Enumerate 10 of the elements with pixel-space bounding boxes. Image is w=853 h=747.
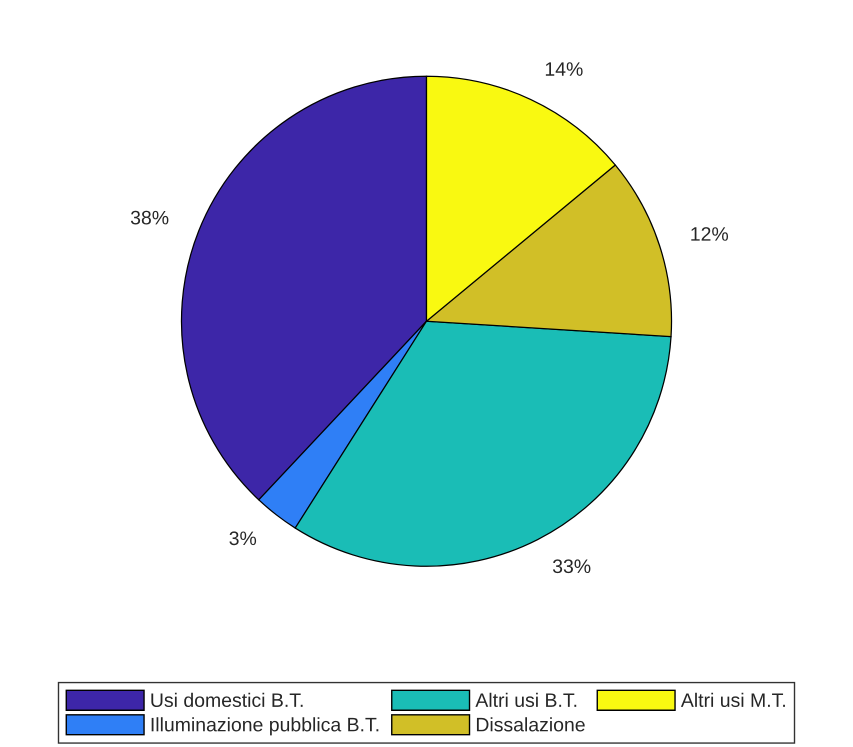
data-label: 3% bbox=[229, 531, 256, 546]
data-label: 38% bbox=[130, 210, 168, 225]
data-label: 14% bbox=[546, 62, 583, 76]
legend-label: Altri usi B.T. bbox=[475, 692, 576, 708]
legend-label: Dissalazione bbox=[476, 717, 585, 732]
data-label: 12% bbox=[691, 227, 728, 241]
legend-label: Usi domestici B.T. bbox=[151, 692, 303, 708]
legend-label: Altri usi M.T. bbox=[680, 692, 785, 708]
legend-label: Illuminazione pubblica B.T. bbox=[152, 717, 378, 736]
data-label: 33% bbox=[552, 559, 590, 574]
